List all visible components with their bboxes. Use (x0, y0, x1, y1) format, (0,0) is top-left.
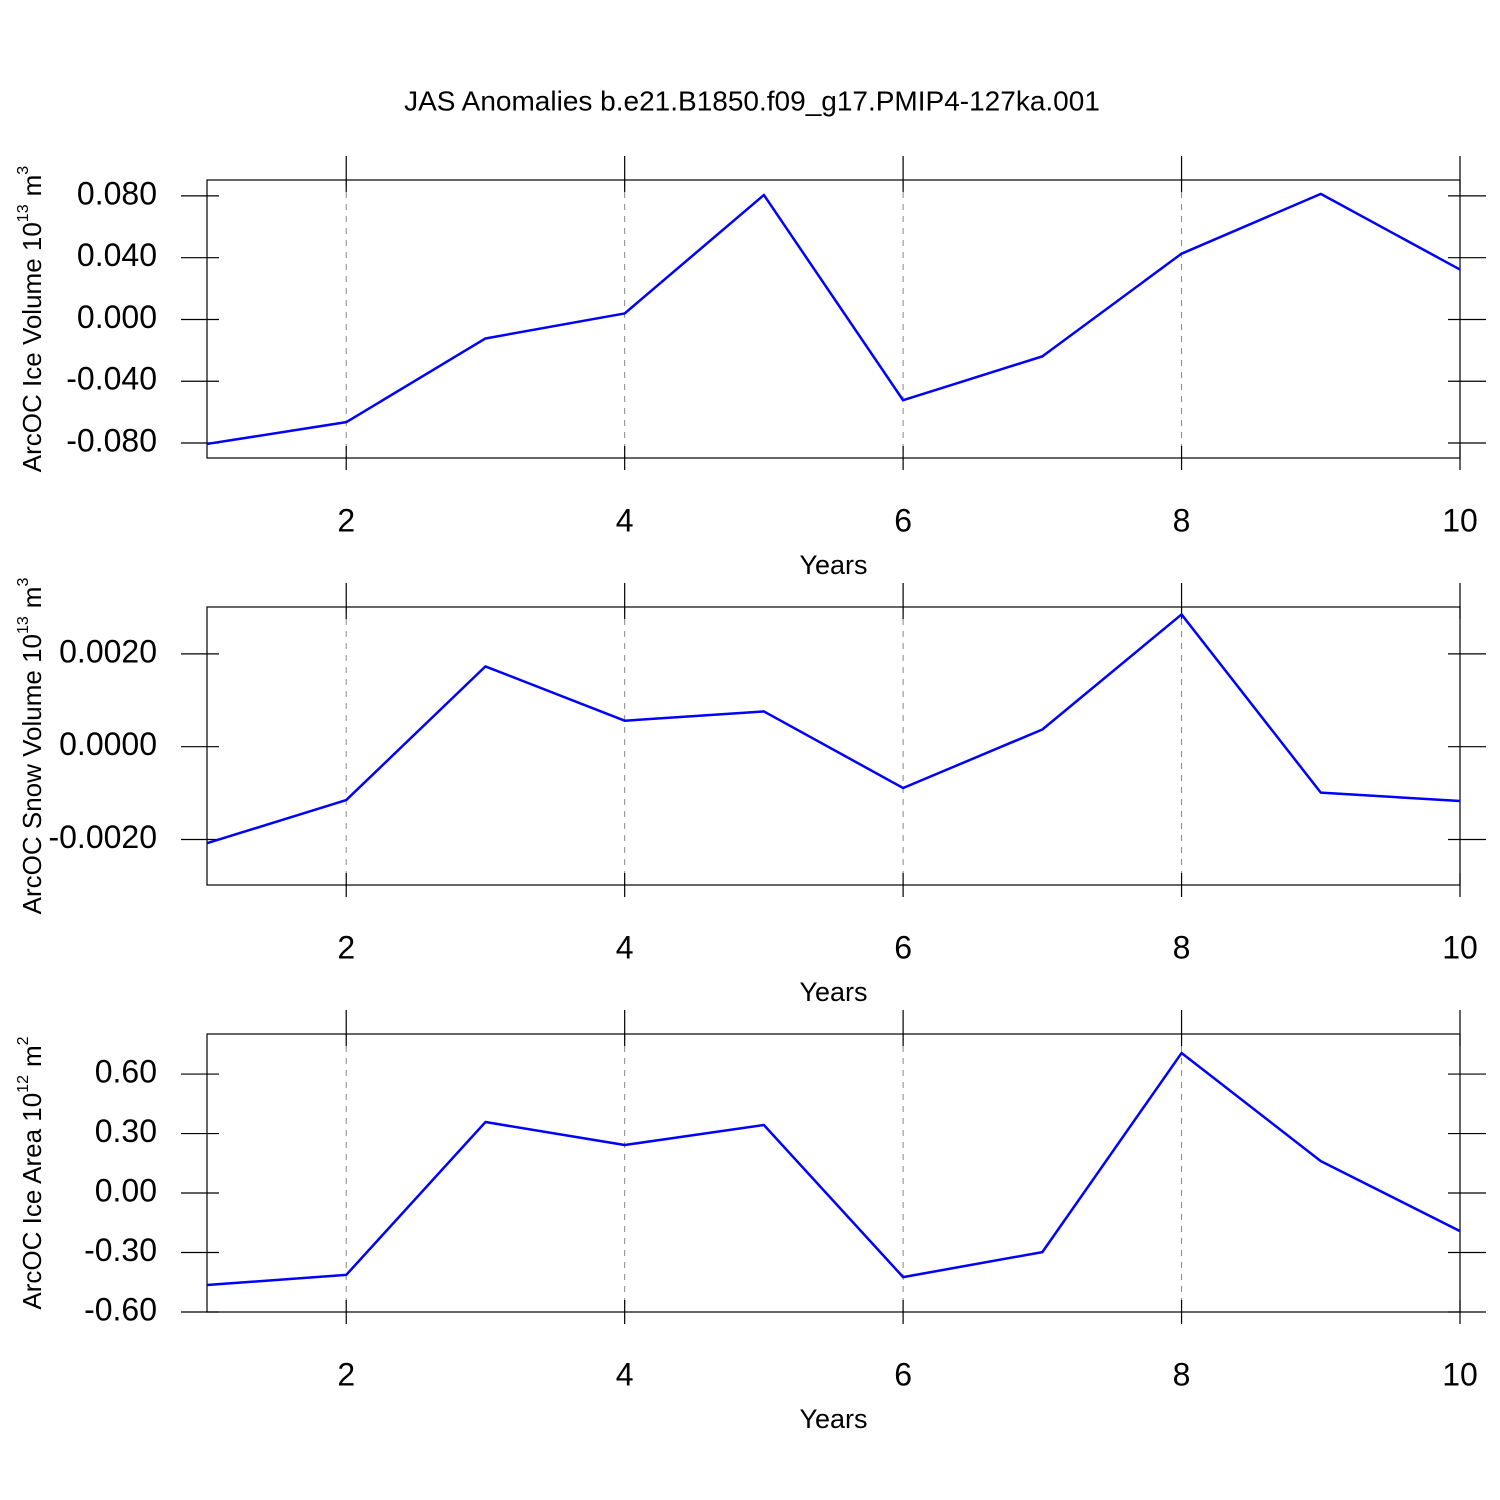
y-label-text: ArcOC Ice Volume 10 (17, 222, 47, 472)
y-tick-label: 0.60 (95, 1054, 157, 1090)
y-label-exponent: 13 (15, 616, 32, 634)
x-tick-label: 4 (616, 502, 634, 538)
y-tick-label: 0.00 (95, 1172, 157, 1208)
x-tick-label: 10 (1442, 929, 1478, 965)
y-tick-label: 0.040 (77, 237, 157, 273)
plot-frame (206, 179, 1461, 459)
x-tick-label: 6 (894, 1356, 912, 1392)
x-tick-label: 4 (616, 1356, 634, 1392)
x-tick-label: 8 (1173, 502, 1191, 538)
y-label-text: ArcOC Snow Volume 10 (17, 634, 47, 914)
y-tick-label: 0.0020 (59, 633, 157, 669)
x-tick-label: 2 (337, 502, 355, 538)
x-tick-label: 2 (337, 929, 355, 965)
y-tick-label: -0.60 (84, 1291, 157, 1327)
y-label-exponent: 13 (15, 204, 32, 222)
chart-title: JAS Anomalies b.e21.B1850.f09_g17.PMIP4-… (404, 85, 1100, 116)
y-label-unit-exponent: 2 (15, 1036, 32, 1045)
x-tick-label: 8 (1173, 929, 1191, 965)
y-tick-label: 0.0000 (59, 726, 157, 762)
x-tick-label: 10 (1442, 1356, 1478, 1392)
x-axis-label: Years (799, 550, 867, 580)
y-tick-label: -0.30 (84, 1232, 157, 1268)
data-line (206, 613, 1461, 845)
data-line (206, 192, 1461, 446)
x-tick-label: 2 (337, 1356, 355, 1392)
y-axis-label: ArcOC Ice Area 1012 m2 (15, 1036, 47, 1309)
y-label-unit: m (17, 587, 47, 609)
y-tick-label: 0.080 (77, 175, 157, 211)
y-label-unit: m (17, 175, 47, 197)
y-tick-label: 0.30 (95, 1113, 157, 1149)
y-label-unit-exponent: 3 (15, 578, 32, 587)
x-axis-label: Years (799, 977, 867, 1007)
y-tick-label: -0.080 (66, 422, 157, 458)
plot-frame (206, 606, 1461, 886)
y-label-unit-exponent: 3 (15, 166, 32, 175)
x-tick-label: 6 (894, 502, 912, 538)
y-label-text: ArcOC Ice Area 10 (17, 1093, 47, 1310)
y-axis-label: ArcOC Ice Volume 1013 m3 (15, 166, 47, 472)
y-tick-label: -0.0020 (48, 819, 157, 855)
y-tick-label: -0.040 (66, 361, 157, 397)
x-tick-label: 8 (1173, 1356, 1191, 1392)
data-line (206, 1051, 1461, 1287)
y-label-unit: m (17, 1045, 47, 1067)
x-axis-label: Years (799, 1404, 867, 1434)
x-tick-label: 10 (1442, 502, 1478, 538)
y-label-exponent: 12 (15, 1075, 32, 1093)
y-axis-label: ArcOC Snow Volume 1013 m3 (15, 578, 47, 915)
x-tick-label: 4 (616, 929, 634, 965)
plot-frame (206, 1033, 1461, 1313)
y-tick-label: 0.000 (77, 299, 157, 335)
x-tick-label: 6 (894, 929, 912, 965)
